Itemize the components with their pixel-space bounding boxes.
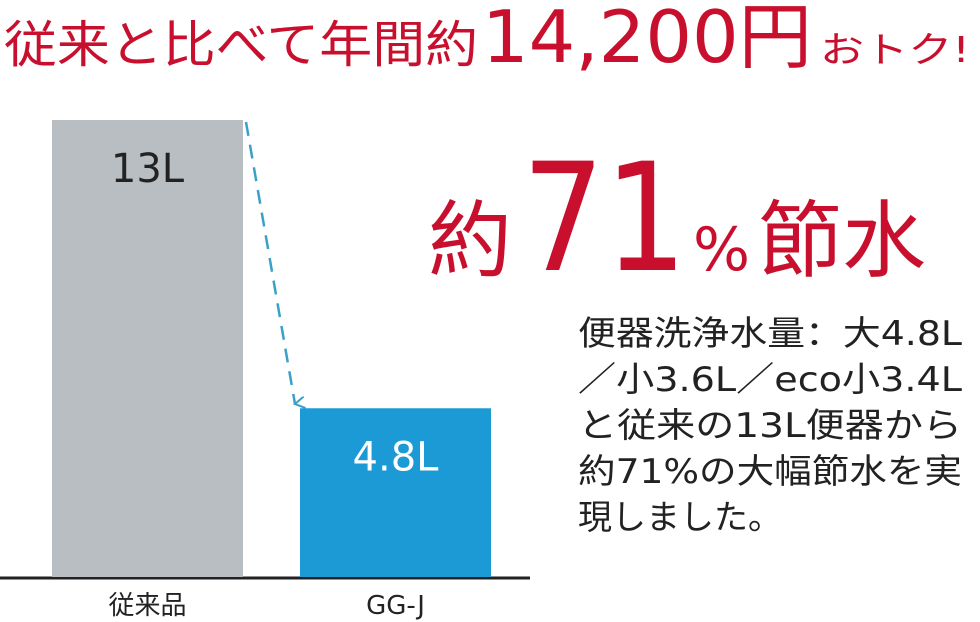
chart-title: 従来と比べて年間約14,200円 おトク! — [4, 0, 970, 79]
bar — [52, 120, 243, 577]
description-line: 現しました。 — [578, 498, 782, 538]
headline: 約71 %節水 — [428, 132, 926, 306]
arrow — [244, 121, 295, 404]
headline-part: 約 — [428, 192, 512, 290]
value-label: 13L — [111, 146, 185, 192]
headline-part: % — [693, 215, 750, 285]
title-part: 14,200円 — [482, 0, 812, 79]
x-tick-label: GG-J — [366, 591, 425, 621]
x-tick-label: 従来品 — [108, 591, 186, 621]
value-label: 4.8L — [353, 434, 440, 480]
title-part: おトク! — [820, 30, 970, 71]
description-line: 約71%の大幅節水を実 — [578, 452, 962, 492]
headline-part: 71 — [522, 132, 687, 306]
headline-part: 節水 — [758, 192, 926, 290]
bar — [300, 408, 491, 577]
title-part: 従来と比べて年間約 — [4, 16, 478, 74]
description-line: ／小3.6L／eco小3.4L — [578, 360, 962, 400]
description-line: 便器洗浄水量：大4.8L — [578, 314, 962, 354]
description-line: と従来の13L便器から — [578, 406, 962, 446]
